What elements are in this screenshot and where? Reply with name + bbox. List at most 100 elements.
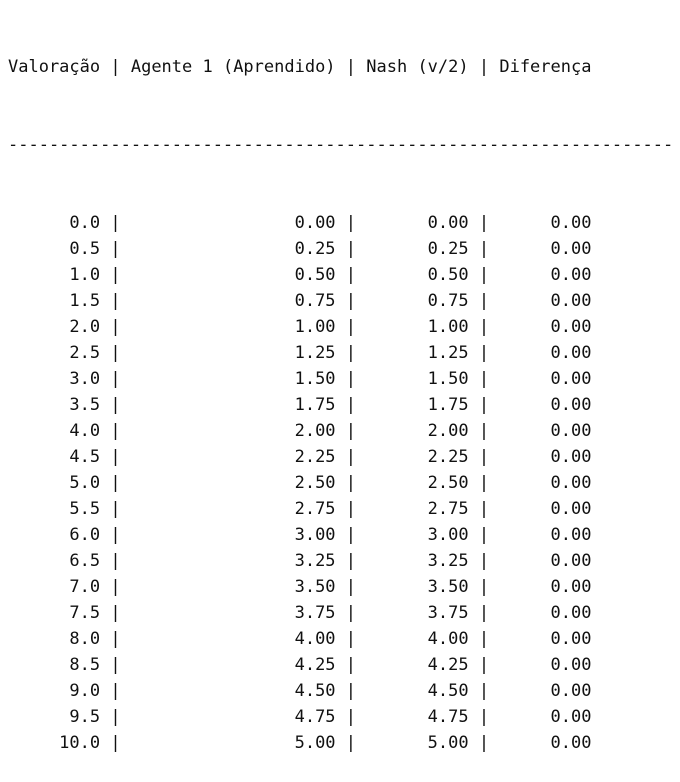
separator-line: ----------------------------------------…: [8, 135, 674, 155]
table-row: 0.5 | 0.25 | 0.25 | 0.00: [8, 236, 673, 262]
column-separator: |: [100, 629, 131, 649]
cell-nash: 2.25: [366, 447, 469, 467]
column-separator: |: [335, 239, 367, 259]
column-separator: |: [100, 707, 131, 727]
cell-nash: 0.00: [366, 213, 469, 233]
column-separator: |: [468, 707, 500, 727]
cell-valoracao: 0.0: [8, 213, 101, 233]
cell-agente: 0.25: [130, 239, 336, 259]
header-diferenca: Diferença: [499, 57, 592, 77]
cell-agente: 0.75: [130, 291, 336, 311]
column-separator: |: [468, 213, 500, 233]
table-row: 8.5 | 4.25 | 4.25 | 0.00: [8, 652, 673, 678]
column-separator: |: [468, 681, 500, 701]
cell-nash: 3.50: [366, 577, 469, 597]
column-separator: |: [335, 473, 367, 493]
header-agente: Agente 1 (Aprendido): [130, 57, 336, 77]
column-separator: |: [100, 499, 131, 519]
column-separator: |: [468, 525, 500, 545]
column-separator: |: [468, 395, 500, 415]
table-row: 7.5 | 3.75 | 3.75 | 0.00: [8, 600, 673, 626]
cell-agente: 4.25: [130, 655, 336, 675]
table-header: Valoração | Agente 1 (Aprendido) | Nash …: [8, 54, 673, 80]
cell-diferenca: 0.00: [499, 733, 592, 753]
cell-agente: 2.75: [130, 499, 336, 519]
column-separator: |: [335, 421, 367, 441]
cell-nash: 3.75: [366, 603, 469, 623]
cell-valoracao: 7.0: [8, 577, 101, 597]
table-row: 9.5 | 4.75 | 4.75 | 0.00: [8, 704, 673, 730]
column-separator: |: [468, 629, 500, 649]
column-separator: |: [468, 239, 500, 259]
cell-diferenca: 0.00: [499, 707, 592, 727]
cell-agente: 4.75: [130, 707, 336, 727]
cell-valoracao: 8.0: [8, 629, 101, 649]
cell-valoracao: 4.0: [8, 421, 101, 441]
column-separator: |: [335, 629, 367, 649]
cell-valoracao: 6.0: [8, 525, 101, 545]
column-separator: |: [100, 317, 131, 337]
cell-nash: 4.50: [366, 681, 469, 701]
table-row: 4.5 | 2.25 | 2.25 | 0.00: [8, 444, 673, 470]
column-separator: |: [468, 265, 500, 285]
cell-valoracao: 5.5: [8, 499, 101, 519]
column-separator: |: [100, 343, 131, 363]
cell-diferenca: 0.00: [499, 213, 592, 233]
cell-valoracao: 3.0: [8, 369, 101, 389]
cell-valoracao: 9.0: [8, 681, 101, 701]
cell-diferenca: 0.00: [499, 577, 592, 597]
column-separator: |: [468, 733, 500, 753]
column-separator: |: [100, 733, 131, 753]
column-separator: |: [468, 603, 500, 623]
column-separator: |: [468, 57, 500, 77]
table-row: 2.0 | 1.00 | 1.00 | 0.00: [8, 314, 673, 340]
table-body: 0.0 | 0.00 | 0.00 | 0.00 0.5 | 0.25 | 0.…: [8, 210, 673, 756]
cell-agente: 2.50: [130, 473, 336, 493]
cell-agente: 1.00: [130, 317, 336, 337]
column-separator: |: [100, 473, 131, 493]
column-separator: |: [100, 681, 131, 701]
cell-valoracao: 5.0: [8, 473, 101, 493]
table-row: 6.0 | 3.00 | 3.00 | 0.00: [8, 522, 673, 548]
cell-nash: 2.50: [366, 473, 469, 493]
table-row: 5.0 | 2.50 | 2.50 | 0.00: [8, 470, 673, 496]
console-output: Valoração | Agente 1 (Aprendido) | Nash …: [8, 2, 673, 782]
column-separator: |: [335, 603, 367, 623]
cell-nash: 4.75: [366, 707, 469, 727]
cell-diferenca: 0.00: [499, 525, 592, 545]
cell-valoracao: 8.5: [8, 655, 101, 675]
cell-valoracao: 3.5: [8, 395, 101, 415]
cell-agente: 0.00: [130, 213, 336, 233]
table-row: 0.0 | 0.00 | 0.00 | 0.00: [8, 210, 673, 236]
cell-nash: 4.25: [366, 655, 469, 675]
cell-agente: 1.75: [130, 395, 336, 415]
cell-nash: 5.00: [366, 733, 469, 753]
cell-nash: 3.00: [366, 525, 469, 545]
column-separator: |: [335, 655, 367, 675]
column-separator: |: [335, 551, 367, 571]
column-separator: |: [335, 395, 367, 415]
cell-agente: 1.50: [130, 369, 336, 389]
cell-valoracao: 0.5: [8, 239, 101, 259]
cell-valoracao: 10.0: [8, 733, 101, 753]
cell-nash: 2.00: [366, 421, 469, 441]
cell-valoracao: 1.5: [8, 291, 101, 311]
column-separator: |: [100, 213, 131, 233]
cell-agente: 4.00: [130, 629, 336, 649]
table-row: 3.5 | 1.75 | 1.75 | 0.00: [8, 392, 673, 418]
cell-valoracao: 7.5: [8, 603, 101, 623]
table-row: 1.5 | 0.75 | 0.75 | 0.00: [8, 288, 673, 314]
table-row: 3.0 | 1.50 | 1.50 | 0.00: [8, 366, 673, 392]
column-separator: |: [335, 681, 367, 701]
column-separator: |: [335, 707, 367, 727]
cell-diferenca: 0.00: [499, 629, 592, 649]
cell-valoracao: 1.0: [8, 265, 101, 285]
column-separator: |: [100, 57, 131, 77]
column-separator: |: [100, 525, 131, 545]
column-separator: |: [100, 291, 131, 311]
cell-diferenca: 0.00: [499, 551, 592, 571]
column-separator: |: [468, 447, 500, 467]
cell-nash: 0.50: [366, 265, 469, 285]
table-row: 2.5 | 1.25 | 1.25 | 0.00: [8, 340, 673, 366]
header-valoracao: Valoração: [8, 57, 101, 77]
